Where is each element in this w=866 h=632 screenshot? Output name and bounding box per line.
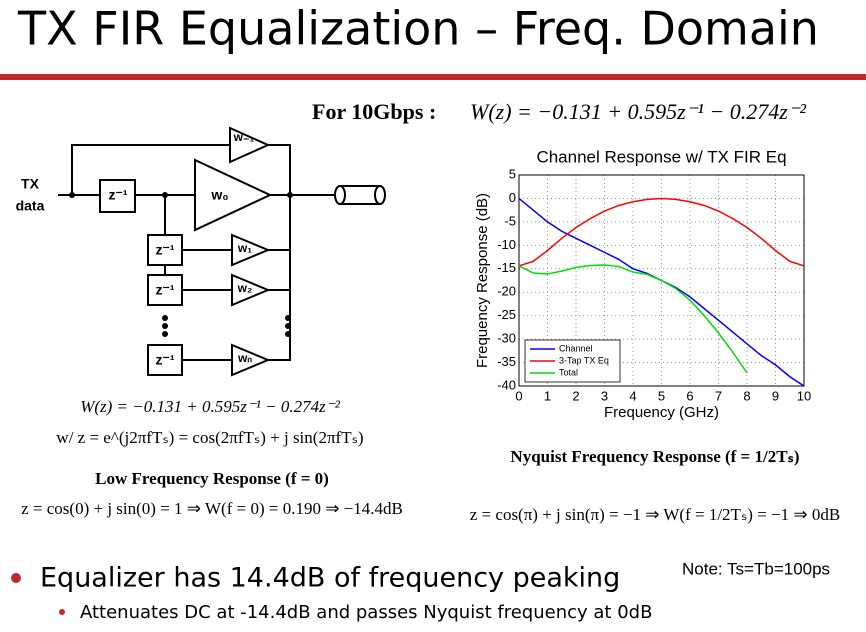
input-label: data (16, 198, 45, 214)
note: Note: Ts=Tb=100ps (682, 559, 830, 578)
y-axis-label: Frequency Response (dB) (474, 193, 491, 368)
diagram-dots (69, 192, 293, 337)
y-tick-label: -15 (497, 260, 516, 275)
equation: z = cos(π) + j sin(π) = −1 ⇒ W(f = 1/2Tₛ… (470, 505, 840, 524)
block-diagram (58, 126, 386, 377)
slide-title: TX FIR Equalization – Freq. Domain (17, 2, 819, 56)
series-line (519, 264, 748, 374)
y-tick-label: -10 (497, 237, 516, 252)
x-tick-label: 9 (772, 388, 779, 403)
y-tick-label: -5 (504, 213, 516, 228)
bullet: Equalizer has 14.4dB of frequency peakin… (40, 563, 620, 594)
x-tick-label: 3 (601, 388, 608, 403)
y-tick-label: -20 (497, 284, 516, 299)
equation: W(z) = −0.131 + 0.595z⁻¹ − 0.274z⁻² (470, 99, 806, 124)
x-tick-label: 4 (629, 388, 636, 403)
equation: Low Frequency Response (f = 0) (95, 469, 329, 488)
plot-frame (518, 174, 805, 387)
y-tick-label: -30 (497, 331, 516, 346)
tap-label: wₙ (237, 351, 252, 365)
y-tick-label: -40 (497, 377, 516, 392)
x-tick-label: 6 (686, 388, 693, 403)
chart: 0 1 2 3 4 5 6 7 8 9 10 5 0 -5 -10 -15 -20 -25 -30 -35 -40 Cha… (474, 147, 811, 420)
y-tick-label: -35 (497, 354, 516, 369)
delay-label: z⁻¹ (155, 352, 174, 368)
title-rule (0, 74, 866, 80)
x-axis-label: Frequency (GHz) (604, 404, 719, 421)
legend-label: 3-Tap TX Eq (559, 355, 609, 365)
equation: Nyquist Frequency Response (f = 1/2Tₛ) (510, 447, 799, 466)
y-tick-label: 0 (509, 190, 516, 205)
legend-label: Total (559, 367, 578, 377)
x-tick-label: 2 (572, 388, 579, 403)
equation: W(z) = −0.131 + 0.595z⁻¹ − 0.274z⁻² (80, 397, 341, 416)
x-tick-label: 7 (715, 388, 722, 403)
bullet-dot (11, 573, 21, 583)
tap-label: w₂ (237, 281, 253, 295)
x-tick-label: 8 (743, 388, 750, 403)
equation: z = cos(0) + j sin(0) = 1 ⇒ W(f = 0) = 0… (21, 499, 403, 518)
x-tick-label: 5 (658, 388, 665, 403)
input-label: TX (21, 176, 40, 192)
y-tick-label: -25 (497, 307, 516, 322)
tap-label: w₋₁ (233, 130, 255, 144)
chart-title: Channel Response w/ TX FIR Eq (536, 147, 786, 166)
legend-label: Channel (559, 343, 593, 353)
x-tick-label: 0 (515, 388, 522, 403)
bullet-dot (59, 609, 65, 615)
equation: w/ z = e^(j2πfTₛ) = cos(2πfTₛ) + j sin(2… (56, 428, 363, 447)
sub-bullet: Attenuates DC at -14.4dB and passes Nyqu… (80, 602, 652, 623)
tap-label: w₀ (210, 187, 228, 203)
x-tick-label: 1 (544, 388, 551, 403)
delay-label: z⁻¹ (108, 187, 127, 203)
series-line (519, 197, 804, 267)
equation-label: For 10Gbps : (312, 99, 436, 124)
y-tick-label: 5 (509, 166, 516, 181)
delay-label: z⁻¹ (155, 282, 174, 298)
x-tick-label: 10 (797, 388, 811, 403)
tap-label: w₁ (237, 241, 252, 255)
delay-label: z⁻¹ (155, 242, 174, 258)
